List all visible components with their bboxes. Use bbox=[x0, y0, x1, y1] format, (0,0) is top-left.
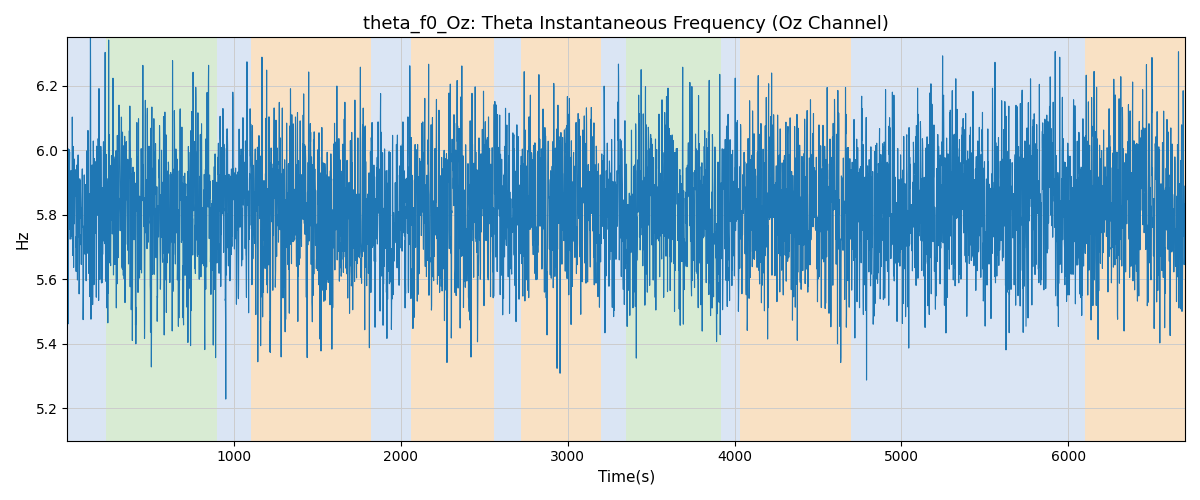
Bar bbox=[601, 38, 626, 440]
Bar bbox=[521, 38, 601, 440]
Bar bbox=[721, 38, 739, 440]
Bar bbox=[739, 38, 851, 440]
Title: theta_f0_Oz: Theta Instantaneous Frequency (Oz Channel): theta_f0_Oz: Theta Instantaneous Frequen… bbox=[364, 15, 889, 34]
Bar bbox=[494, 38, 521, 440]
Bar bbox=[106, 38, 217, 440]
Bar bbox=[626, 38, 721, 440]
Bar bbox=[251, 38, 371, 440]
Bar bbox=[1085, 38, 1186, 440]
Y-axis label: Hz: Hz bbox=[16, 230, 30, 249]
Bar bbox=[851, 38, 1085, 440]
Bar bbox=[371, 38, 410, 440]
Bar bbox=[410, 38, 494, 440]
Bar bbox=[67, 38, 106, 440]
X-axis label: Time(s): Time(s) bbox=[598, 470, 655, 485]
Bar bbox=[217, 38, 251, 440]
